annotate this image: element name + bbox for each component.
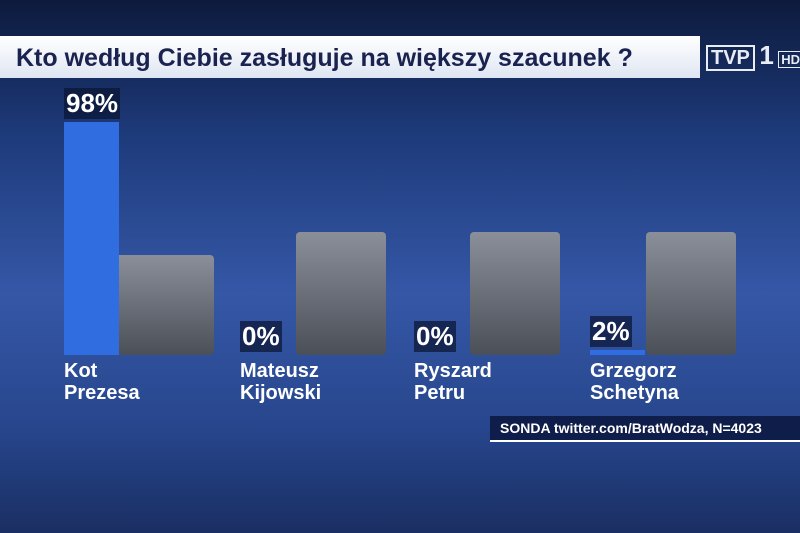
bar [590, 350, 645, 355]
category-label: Kot Prezesa [64, 360, 140, 404]
title-bar [0, 36, 700, 78]
category-label: Ryszard Petru [414, 360, 492, 404]
source-note: SONDA twitter.com/BratWodza, N=4023 [500, 420, 762, 436]
logo-quality: HD [778, 51, 800, 68]
logo-channel: 1 [759, 40, 774, 70]
logo-brand: TVP [706, 45, 755, 71]
channel-logo: TVP 1 HD [706, 40, 800, 71]
value-label: 2% [590, 316, 632, 348]
source-box [490, 416, 800, 442]
value-label: 0% [414, 321, 456, 352]
category-label: Mateusz Kijowski [240, 360, 322, 404]
category-label: Grzegorz Schetyna [590, 360, 679, 404]
value-label: 0% [240, 321, 282, 352]
value-label: 98% [64, 87, 121, 119]
photo [646, 232, 736, 355]
chart-title: Kto według Ciebie zasługuje na większy s… [16, 44, 633, 72]
photo [296, 232, 386, 355]
photo [470, 232, 560, 355]
bar [64, 121, 119, 355]
